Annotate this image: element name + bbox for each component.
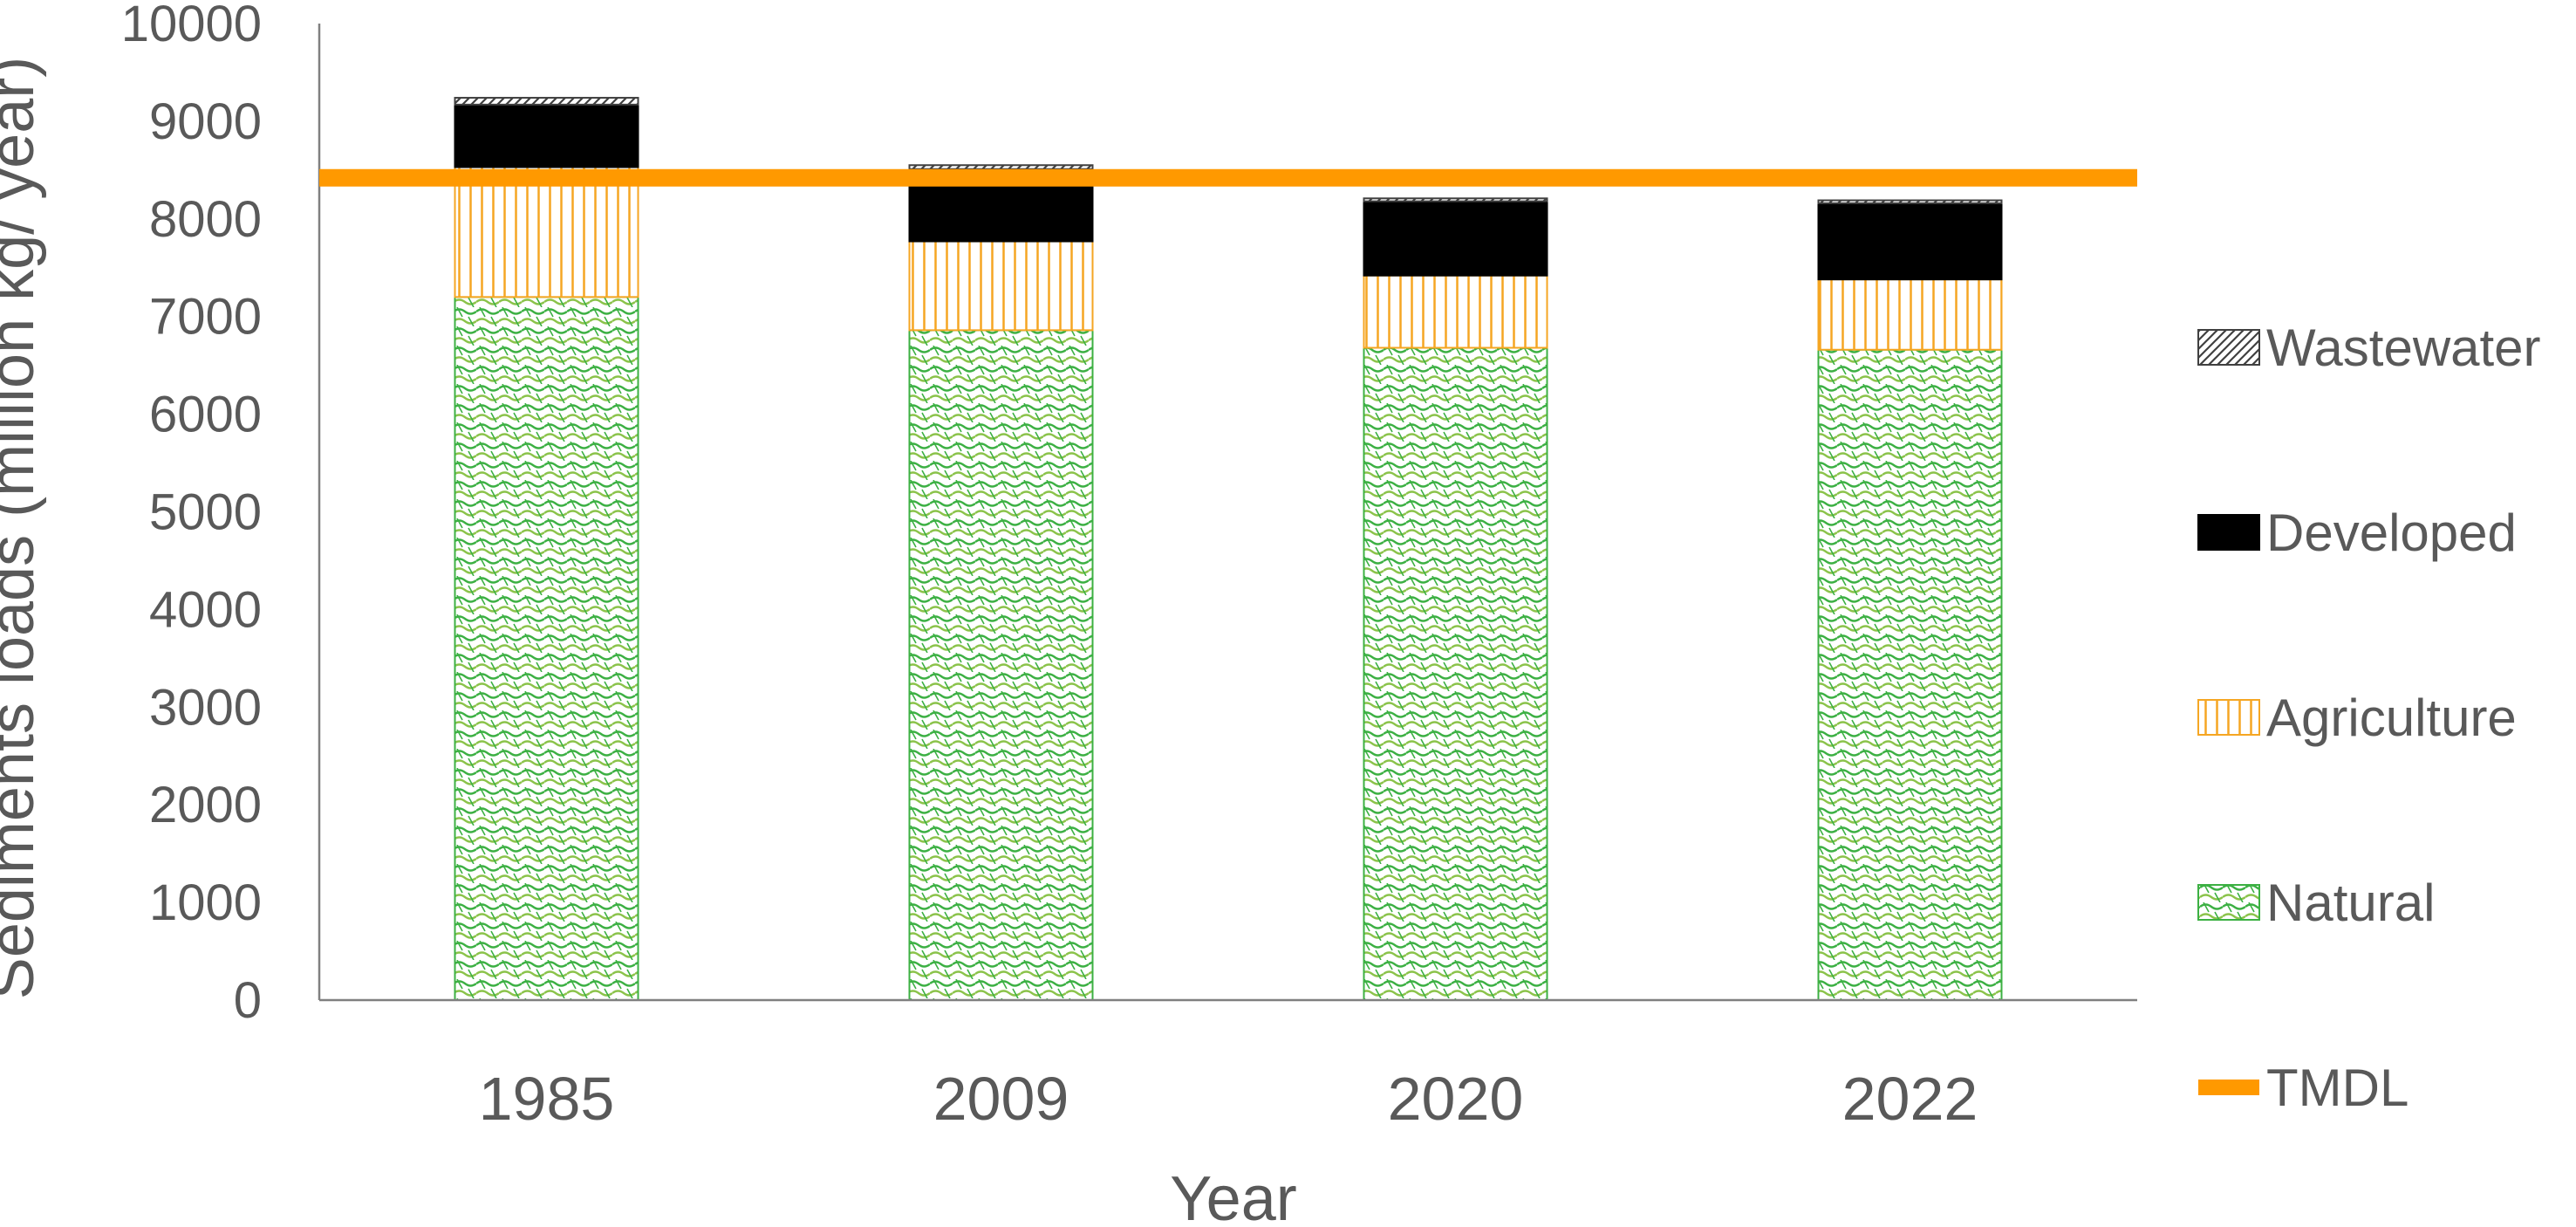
legend-swatch-developed — [2197, 514, 2260, 551]
x-tick-label-1985: 1985 — [479, 1065, 615, 1133]
bar-agriculture-2020 — [1363, 274, 1548, 349]
bar-wastewater-1985 — [454, 97, 639, 106]
x-axis-title: Year — [1170, 1164, 1296, 1227]
legend-swatch-natural — [2197, 884, 2260, 921]
bar-wastewater-2022 — [1817, 199, 2003, 204]
y-axis-title: Sediments loads (million kg/ year) — [0, 57, 47, 999]
y-tick-label-6000: 6000 — [149, 387, 262, 443]
y-tick-label-1000: 1000 — [149, 874, 262, 931]
bar-natural-2022 — [1817, 348, 2003, 1002]
x-tick-label-2009: 2009 — [933, 1065, 1069, 1133]
legend-label-wastewater: Wastewater — [2266, 319, 2541, 377]
legend-label-developed: Developed — [2266, 504, 2517, 562]
bar-developed-2022 — [1817, 202, 2003, 281]
bar-natural-2009 — [908, 329, 1094, 1001]
legend-label-natural: Natural — [2266, 874, 2435, 932]
y-tick-label-0: 0 — [234, 972, 262, 1029]
y-tick-label-9000: 9000 — [149, 93, 262, 150]
x-tick-label-2022: 2022 — [1842, 1065, 1978, 1133]
legend: Wastewater Developed Agriculture Natural TMD… — [2197, 319, 2541, 1117]
bar-group — [454, 97, 2003, 1002]
y-tick-label-10000: 10000 — [121, 0, 262, 52]
y-tick-label-3000: 3000 — [149, 679, 262, 736]
bar-agriculture-1985 — [454, 166, 639, 298]
x-tick-labels: 1985 2009 2020 2022 — [479, 1065, 1978, 1133]
legend-swatch-wastewater — [2197, 329, 2260, 366]
legend-label-agriculture: Agriculture — [2266, 689, 2517, 747]
bar-natural-2020 — [1363, 346, 1548, 1001]
y-tick-label-8000: 8000 — [149, 191, 262, 248]
bar-wastewater-2009 — [908, 164, 1094, 170]
x-tick-label-2020: 2020 — [1388, 1065, 1524, 1133]
bar-developed-2020 — [1363, 200, 1548, 277]
legend-swatch-tmdl — [2198, 1080, 2259, 1095]
y-tick-labels: 0 1000 2000 3000 4000 5000 6000 7000 8000 9000 100… — [121, 0, 262, 1029]
legend-label-tmdl: TMDL — [2266, 1059, 2409, 1117]
y-tick-label-4000: 4000 — [149, 581, 262, 638]
bar-agriculture-2022 — [1817, 278, 2003, 351]
y-tick-label-7000: 7000 — [149, 289, 262, 346]
bar-developed-1985 — [454, 103, 639, 168]
bar-wastewater-2020 — [1363, 197, 1548, 202]
legend-swatch-agriculture — [2197, 699, 2260, 736]
y-tick-label-2000: 2000 — [149, 777, 262, 833]
bar-agriculture-2009 — [908, 240, 1094, 332]
y-tick-label-5000: 5000 — [149, 484, 262, 541]
bar-natural-1985 — [454, 296, 639, 1001]
